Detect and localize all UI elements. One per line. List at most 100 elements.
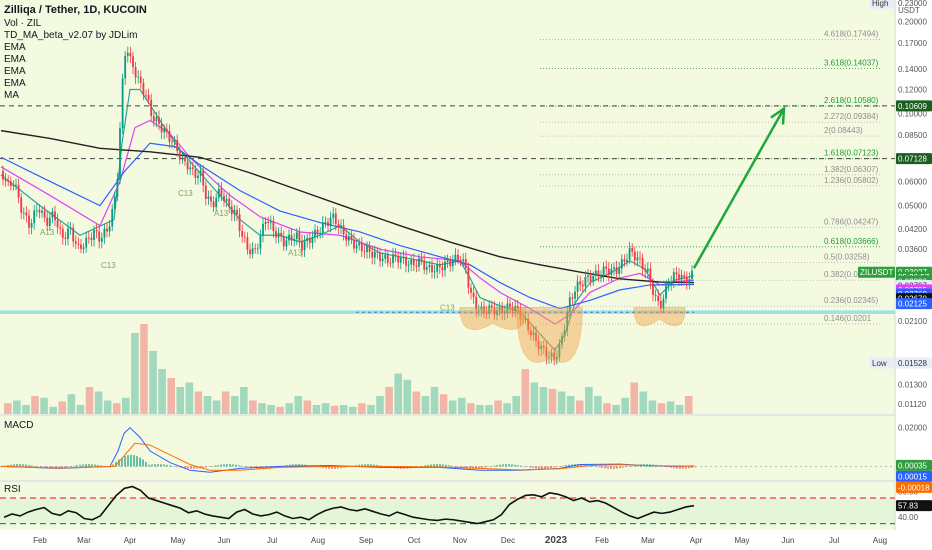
price-tag [896,298,932,310]
candle-body [93,230,95,240]
cup-pattern [459,307,527,331]
candle-body [306,237,309,241]
price-tick-label: 0.06000 [898,177,927,186]
price-tag [870,357,894,369]
time-tick-label: Dec [501,536,515,545]
candle-body [628,247,631,260]
fib-label: 1.236(0.05802) [824,176,879,185]
candle-body [345,234,348,241]
candle-body [475,296,478,310]
macd-histogram-bar [496,465,498,467]
volume-bar [294,396,303,414]
candle-body [225,198,228,202]
price-tag-text: 0.10609 [898,102,927,111]
candle-body [566,312,569,331]
macd-histogram-bar [460,466,462,468]
macd-value-tag-text: -0.00018 [898,483,930,492]
macd-histogram-bar [133,455,135,467]
candle-body [173,140,176,143]
macd-histogram-bar [28,465,30,467]
candle-body [230,206,233,215]
macd-value-tag [896,481,932,493]
volume-bar [467,403,475,414]
rsi-value-tag-text: 57.83 [898,502,919,511]
candle-body [145,94,147,96]
macd-histogram-bar [439,464,441,467]
macd-histogram-bar [589,465,591,467]
macd-histogram-bar [556,466,558,467]
projection-arrow-head [770,105,786,125]
macd-histogram-bar [664,466,666,467]
macd-histogram-bar [535,466,537,469]
candle-body [90,237,93,240]
candle-body [56,220,59,228]
candle-body [646,268,649,272]
volume-bar [430,387,439,414]
candle-body [522,319,524,321]
candle-body [147,95,150,100]
fib-label: 0.236(0.02345) [824,296,879,305]
macd-histogram-bar [148,464,150,467]
indicator-label: EMA [4,78,26,89]
candle-body [33,210,36,224]
macd-histogram-bar [298,464,300,467]
candle-body [412,259,415,266]
fib-label: 2.618(0.10580) [824,96,879,105]
macd-histogram-bar [463,466,465,469]
time-tick-label: Feb [595,536,609,545]
macd-histogram-bar [235,464,237,467]
macd-histogram-bar [625,466,627,468]
candle-body [137,76,140,78]
volume-bar [367,405,375,414]
rsi-value-tag [896,500,932,512]
volume-bar [240,387,248,414]
macd-histogram-bar [19,464,21,467]
macd-histogram-bar [694,466,696,468]
macd-histogram-bar [139,457,141,467]
candle-body [665,285,667,299]
candle-body [254,248,257,250]
candle-body [249,249,251,255]
candle-body [553,352,556,360]
candle-body [394,254,397,257]
candle-body [17,184,20,198]
volume-bar [494,400,502,414]
td-marker: A13 [288,249,303,258]
candle-body [64,237,67,239]
macd-histogram-bar [565,465,567,467]
macd-histogram-bar [187,466,189,469]
macd-histogram-bar [124,456,126,467]
macd-histogram-bar [529,466,531,468]
volume-bar [684,396,693,414]
macd-tick-label: 0.02000 [898,424,927,433]
candle-body [129,52,132,57]
macd-histogram-bar [442,464,444,467]
time-tick-label: Mar [77,536,91,545]
volume-bar [103,400,112,414]
macd-histogram-bar [34,466,36,467]
macd-histogram-bar [523,466,525,467]
macd-histogram-bar [58,466,60,469]
macd-histogram-bar [634,465,636,467]
candle-body [496,310,498,315]
candle-body [321,222,324,233]
macd-histogram-bar [7,465,9,467]
macd-histogram-bar [40,466,42,468]
price-tag-text: Low [872,359,887,368]
candle-body [537,340,540,350]
candle-body [20,197,23,213]
macd-histogram-bar [76,465,78,467]
candle-body [459,260,462,262]
candle-body [72,227,75,242]
candle-body [386,254,389,263]
candle-body [285,240,288,247]
macd-histogram-bar [520,465,522,467]
volume-bar [539,387,548,414]
macd-histogram-bar [430,464,432,467]
candle-body [483,306,485,313]
candle-body [579,281,582,285]
candle-body [644,269,647,272]
candle-body [485,312,488,314]
candle-body [121,78,124,129]
